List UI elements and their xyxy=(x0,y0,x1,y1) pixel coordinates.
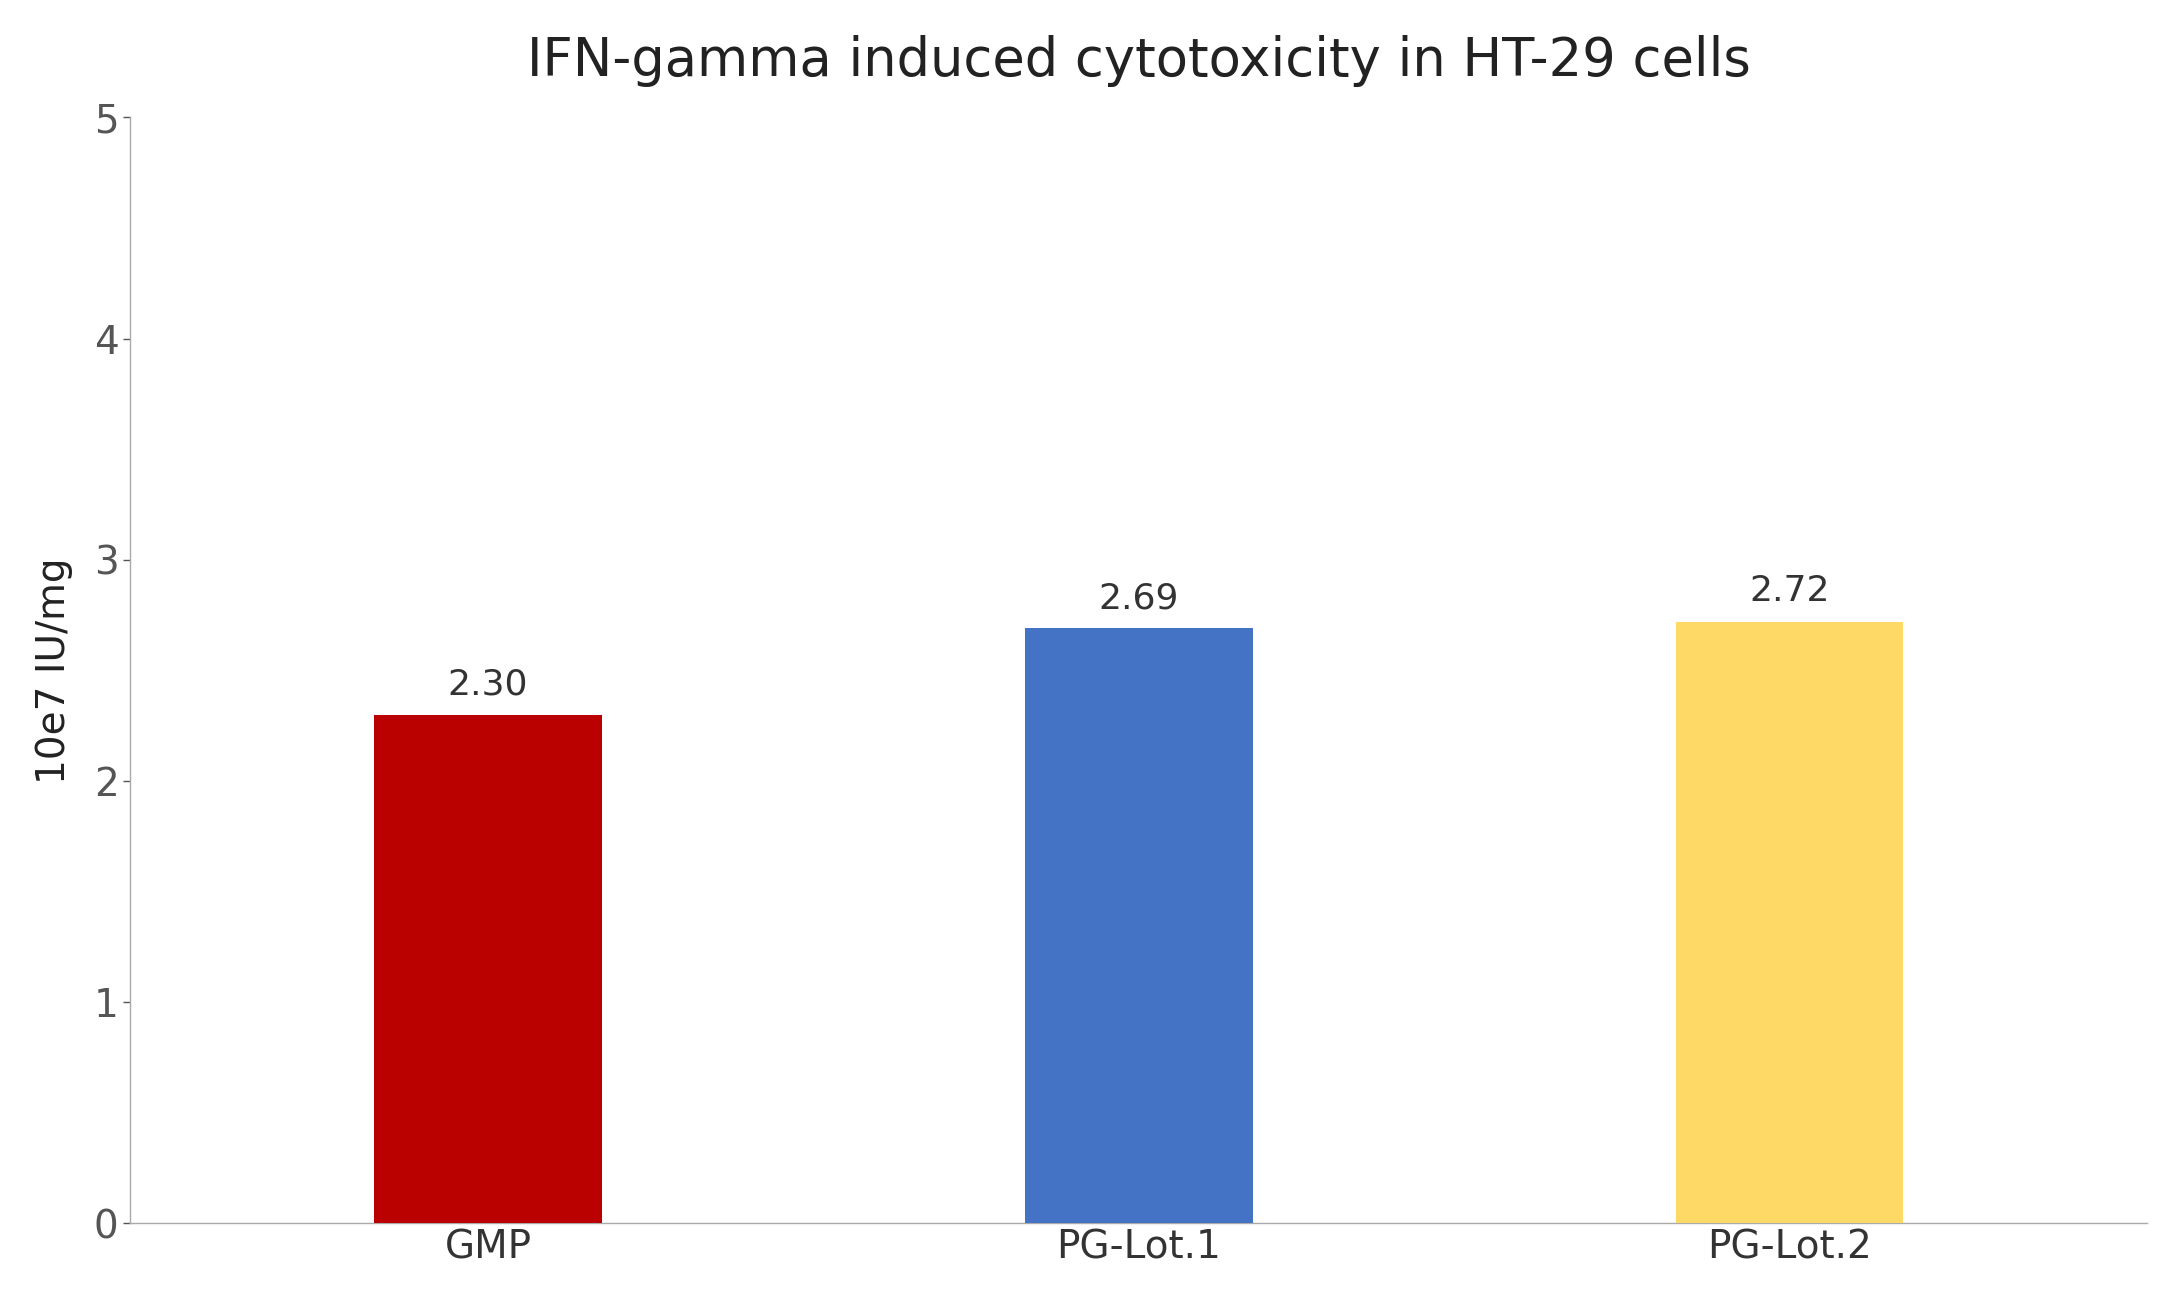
Y-axis label: 10e7 IU/mg: 10e7 IU/mg xyxy=(35,557,72,783)
Text: 2.69: 2.69 xyxy=(1098,582,1178,615)
Text: 2.72: 2.72 xyxy=(1750,575,1831,609)
Title: IFN-gamma induced cytotoxicity in HT-29 cells: IFN-gamma induced cytotoxicity in HT-29 … xyxy=(526,35,1750,87)
Text: 2.30: 2.30 xyxy=(447,667,528,701)
Bar xyxy=(375,714,602,1223)
Bar xyxy=(1026,628,1252,1223)
Bar xyxy=(1676,622,1903,1223)
